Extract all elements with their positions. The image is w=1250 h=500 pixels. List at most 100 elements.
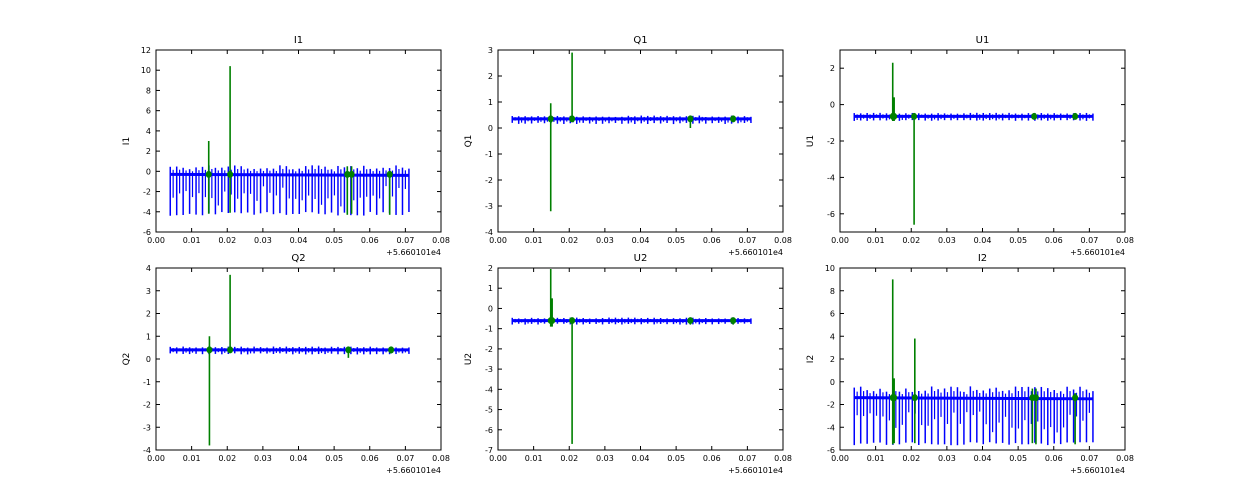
y-tick-label: 10 <box>141 66 151 75</box>
y-tick-label: -4 <box>827 173 835 182</box>
y-tick-label: -3 <box>143 423 151 432</box>
x-tick-label: 0.06 <box>1045 454 1063 463</box>
y-tick-label: -6 <box>485 426 493 435</box>
y-tick-label: -3 <box>485 365 493 374</box>
series-green-marker <box>569 317 576 325</box>
x-offset-label: +5.660101e4 <box>1070 248 1125 257</box>
y-tick-label: -4 <box>827 423 835 432</box>
y-tick-label: -3 <box>485 202 493 211</box>
x-tick-label: 0.01 <box>183 236 201 245</box>
series-green-marker <box>388 346 395 354</box>
x-tick-label: 0.03 <box>254 236 272 245</box>
y-tick-label: -2 <box>143 188 151 197</box>
series-green-marker <box>730 115 737 123</box>
y-tick-label: -2 <box>485 345 493 354</box>
x-tick-label: 0.03 <box>596 454 614 463</box>
plot-area <box>169 274 410 446</box>
subplot-i2: 0.00 0.01 0.02 0.03 0.04 0.05 0.06 0.07 0.08 -6 -4… <box>806 253 1134 475</box>
x-tick-label: 0.06 <box>703 454 721 463</box>
y-axis-label: I1 <box>122 137 132 145</box>
y-tick-label: -6 <box>827 446 835 455</box>
series-green-marker <box>227 170 234 178</box>
x-tick-label: 0.06 <box>361 236 379 245</box>
y-tick-label: -4 <box>485 385 493 394</box>
subplot-title: U2 <box>634 253 648 264</box>
x-tick-label: 0.00 <box>147 454 165 463</box>
y-axis-label: U2 <box>464 353 474 365</box>
y-tick-label: -5 <box>485 406 493 415</box>
y-tick-label: 0 <box>146 355 151 364</box>
y-tick-label: -4 <box>485 228 493 237</box>
x-tick-label: 0.05 <box>1009 236 1027 245</box>
x-tick-label: 0.01 <box>867 454 885 463</box>
y-tick-label: -2 <box>827 137 835 146</box>
x-tick-label: 0.02 <box>902 454 920 463</box>
series-green-marker <box>1072 112 1079 120</box>
y-tick-label: -4 <box>143 208 151 217</box>
x-tick-label: 0.02 <box>560 454 578 463</box>
x-tick-label: 0.01 <box>525 454 543 463</box>
y-tick-label: 2 <box>830 355 835 364</box>
x-tick-label: 0.00 <box>489 454 507 463</box>
x-tick-label: 0.01 <box>867 236 885 245</box>
series-green-marker <box>891 394 898 402</box>
subplot-title: Q2 <box>291 253 305 264</box>
axes-frame <box>155 49 442 233</box>
y-tick-label: -1 <box>485 150 493 159</box>
series-green-marker <box>348 170 355 178</box>
x-tick-label: 0.02 <box>218 454 236 463</box>
axes-frame <box>155 267 442 451</box>
y-tick-label: 4 <box>146 264 151 273</box>
x-tick-label: 0.03 <box>596 236 614 245</box>
x-tick-label: 0.02 <box>560 236 578 245</box>
x-tick-label: 0.05 <box>667 454 685 463</box>
y-tick-label: 4 <box>830 332 835 341</box>
y-tick-label: -6 <box>143 228 151 237</box>
y-tick-label: -6 <box>827 210 835 219</box>
y-tick-label: 2 <box>488 72 493 81</box>
x-tick-label: 0.04 <box>974 454 992 463</box>
y-tick-label: 2 <box>488 264 493 273</box>
series-green-marker <box>1031 112 1038 120</box>
y-tick-label: -7 <box>485 446 493 455</box>
y-tick-label: 4 <box>146 127 151 136</box>
y-tick-label: 0 <box>830 378 835 387</box>
y-axis-label: Q1 <box>464 135 474 148</box>
series-green-marker <box>227 346 234 354</box>
x-tick-label: 0.08 <box>1116 454 1134 463</box>
x-tick-label: 0.01 <box>525 236 543 245</box>
series-green-marker <box>345 346 352 354</box>
y-tick-label: 1 <box>146 332 151 341</box>
y-axis-label: Q2 <box>122 353 132 366</box>
x-tick-label: 0.01 <box>183 454 201 463</box>
series-green-marker <box>687 115 694 123</box>
y-tick-label: 3 <box>488 46 493 55</box>
series-green-marker <box>206 346 213 354</box>
x-tick-label: 0.04 <box>632 236 650 245</box>
axes-frame <box>497 49 784 233</box>
series-green-marker <box>205 170 212 178</box>
y-tick-label: 8 <box>146 86 151 95</box>
y-tick-label: -4 <box>143 446 151 455</box>
series-green-marker <box>549 317 556 325</box>
series-green-marker <box>386 170 393 178</box>
x-tick-label: 0.06 <box>1045 236 1063 245</box>
x-offset-label: +5.660101e4 <box>386 248 441 257</box>
y-axis-label: U1 <box>806 135 816 147</box>
x-tick-label: 0.05 <box>325 236 343 245</box>
x-offset-label: +5.660101e4 <box>1070 466 1125 475</box>
x-tick-label: 0.07 <box>396 236 414 245</box>
series-green-marker <box>911 112 918 120</box>
y-tick-label: -2 <box>827 401 835 410</box>
x-offset-label: +5.660101e4 <box>728 248 783 257</box>
series-green-marker <box>1032 394 1039 402</box>
y-tick-label: 0 <box>488 124 493 133</box>
subplot-q1: 0.00 0.01 0.02 0.03 0.04 0.05 0.06 0.07 0.08 -4 -3… <box>464 35 792 257</box>
x-tick-label: 0.08 <box>774 454 792 463</box>
y-tick-label: 0 <box>830 101 835 110</box>
axes-frame <box>839 267 1126 451</box>
axes-frame <box>839 49 1126 233</box>
x-offset-label: +5.660101e4 <box>728 466 783 475</box>
x-tick-label: 0.07 <box>1080 236 1098 245</box>
